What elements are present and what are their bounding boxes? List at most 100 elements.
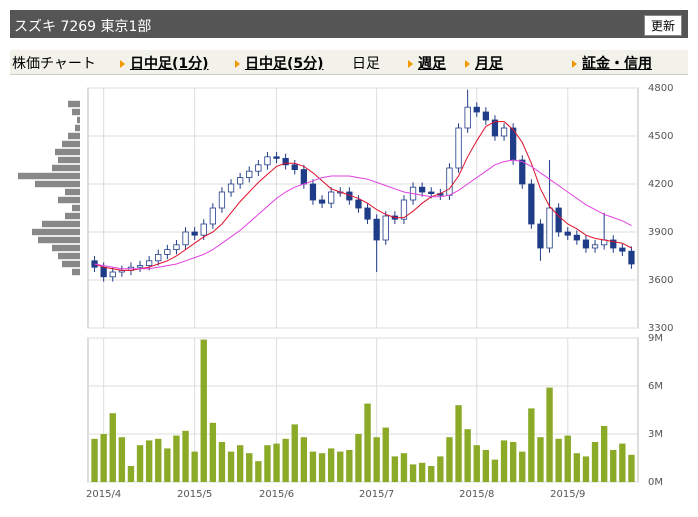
volume-bar: [391, 456, 399, 482]
volume-bar: [200, 339, 207, 482]
candle-body: [264, 156, 271, 166]
x-tick-label: 2015/4: [86, 489, 121, 500]
candle-body: [291, 164, 298, 171]
candle-body: [227, 183, 235, 193]
volume-bar: [91, 438, 98, 482]
moving-average: [94, 121, 632, 271]
volume-bar: [600, 426, 608, 482]
nav-link[interactable]: 週足: [408, 53, 446, 73]
volume-bar: [155, 438, 162, 482]
candle-body: [300, 169, 307, 185]
nav-link[interactable]: 日中足(1分): [120, 53, 209, 73]
candle-body: [628, 250, 635, 265]
x-tick-label: 2015/9: [550, 489, 585, 500]
x-tick-label: 2015/7: [359, 489, 394, 500]
candle-body: [246, 170, 253, 178]
volume-bar: [227, 451, 235, 482]
volume-bar: [564, 435, 571, 482]
candle-body: [619, 247, 626, 252]
candle-body: [164, 249, 171, 255]
volume-bar: [355, 434, 362, 482]
candle-body: [591, 244, 599, 249]
volume-bar: [182, 430, 189, 482]
volume-bar: [164, 448, 171, 482]
candle-body: [191, 231, 198, 236]
volume-bar: [291, 424, 298, 482]
volume-profile-bar: [58, 196, 80, 204]
candle-body: [419, 186, 426, 193]
volume-bar: [473, 445, 480, 482]
candle-body: [173, 244, 180, 251]
candle-body: [200, 223, 207, 236]
volume-bar: [428, 466, 435, 482]
candle-body: [218, 191, 226, 209]
candle-body: [209, 207, 216, 225]
candle-body: [500, 127, 508, 137]
volume-bar: [519, 451, 526, 482]
candle-body: [528, 183, 535, 225]
nav-link[interactable]: 日中足(5分): [235, 53, 324, 73]
x-tick-label: 2015/5: [177, 489, 212, 500]
volume-profile-bar: [58, 252, 80, 260]
volume-bar: [500, 440, 508, 482]
volume-bar: [491, 459, 499, 482]
volume-profile-bar: [62, 140, 80, 148]
candle-body: [537, 223, 544, 249]
nav: 株価チャート 日中足(1分) 日中足(5分) 日足 週足 月足 証金・信用: [10, 50, 688, 75]
volume-profile-bar: [65, 212, 80, 220]
volume-bar: [118, 437, 126, 482]
nav-link[interactable]: 月足: [465, 53, 503, 73]
volume-bar: [136, 445, 144, 482]
volume-bar: [264, 445, 271, 482]
volume-bar: [318, 453, 326, 482]
candle-body: [309, 183, 317, 201]
volume-bar: [382, 427, 389, 482]
volume-bar: [191, 451, 198, 482]
volume-bar: [255, 461, 262, 482]
volume-profile-bar: [72, 204, 80, 212]
candle-body: [100, 266, 107, 278]
nav-link[interactable]: 証金・信用: [572, 53, 652, 73]
volume-bar: [327, 448, 335, 482]
volume-profile-bar: [52, 244, 80, 252]
refresh-button[interactable]: 更新: [643, 15, 682, 36]
volume-bar: [509, 442, 517, 482]
y-tick-label: 4500: [648, 131, 673, 142]
volume-bar: [546, 387, 553, 482]
candle-body: [318, 199, 326, 204]
volume-bar: [482, 450, 490, 482]
candle-body: [582, 239, 590, 249]
volume-bar: [209, 422, 217, 482]
volume-bar: [446, 437, 453, 482]
volume-profile-bar: [75, 124, 80, 132]
volume-bar: [300, 437, 308, 482]
volume-bar: [282, 438, 289, 482]
volume-bar: [573, 453, 581, 482]
candle-body: [136, 265, 144, 268]
nav-current: 日足: [352, 56, 380, 72]
volume-profile-bar: [68, 132, 80, 140]
candle-body: [355, 199, 362, 209]
candle-body: [237, 177, 244, 185]
y2-tick-label: 6M: [648, 381, 663, 392]
candle-body: [446, 167, 453, 196]
volume-profile-bar: [77, 116, 80, 124]
candle-body: [491, 119, 499, 137]
volume-bar: [418, 462, 426, 482]
candle-body: [573, 234, 580, 241]
title: スズキ 7269 東京1部: [14, 19, 152, 35]
volume-profile-bar: [18, 172, 80, 180]
y2-tick-label: 9M: [648, 333, 663, 344]
nav-label: 株価チャート: [12, 56, 96, 72]
candle-body: [182, 231, 189, 246]
candle-body: [482, 111, 489, 121]
volume-bar: [437, 456, 444, 482]
volume-bar: [455, 405, 462, 482]
volume-bar: [246, 453, 253, 482]
volume-bar: [273, 443, 280, 482]
y2-tick-label: 3M: [648, 429, 663, 440]
volume-bar: [400, 453, 408, 482]
candle-body: [155, 253, 162, 262]
candle-body: [364, 207, 371, 220]
